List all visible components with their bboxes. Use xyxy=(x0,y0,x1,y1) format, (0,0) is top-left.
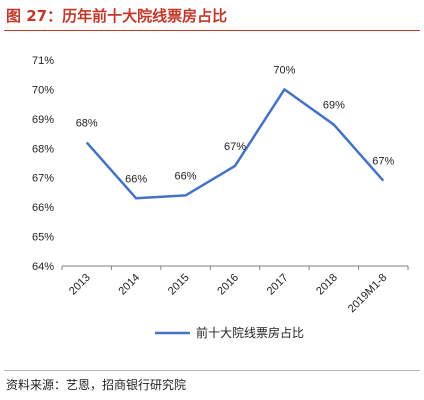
figure-title: 图 27：历年前十大院线票房占比 xyxy=(6,7,228,25)
data-label: 70% xyxy=(273,64,295,76)
source-note: 资料来源：艺恩，招商银行研究院 xyxy=(6,378,187,392)
plot-area: 68% 66% 66% 67% 70% 69% 67% xyxy=(76,64,395,200)
y-axis: 64% 65% 66% 67% 68% 69% 70% 71% xyxy=(32,55,54,273)
y-tick-label: 71% xyxy=(32,55,54,67)
line-chart: 64%65%66%67%68%69%70%71% 2013 2014 2015 201… xyxy=(32,55,409,340)
data-label: 66% xyxy=(125,173,147,185)
y-tick-label: 67% xyxy=(32,173,54,185)
x-tick-label: 2015 xyxy=(166,272,192,298)
x-tick-label: 2014 xyxy=(116,272,142,298)
x-tick-label: 2013 xyxy=(67,272,93,298)
y-tick-label: 68% xyxy=(32,143,54,155)
data-label: 67% xyxy=(372,156,394,168)
data-label: 68% xyxy=(76,117,98,129)
y-tick-label: 65% xyxy=(32,232,54,244)
y-tick-label: 66% xyxy=(32,202,54,214)
x-tick-label: 2016 xyxy=(215,272,241,298)
x-tick-label: 2017 xyxy=(265,272,291,298)
y-tick-label: 64% xyxy=(32,261,54,273)
data-label: 69% xyxy=(323,100,345,112)
data-label: 66% xyxy=(175,170,197,182)
legend-label: 前十大院线票房占比 xyxy=(196,325,304,340)
y-tick-label: 70% xyxy=(32,84,54,96)
legend: 前十大院线票房占比 xyxy=(155,325,304,340)
title-rule xyxy=(4,30,420,31)
data-label: 67% xyxy=(224,141,246,153)
x-tick-label: 2019M1-8 xyxy=(346,272,390,316)
x-axis: 2013 2014 2015 2016 2017 2018 2019M1-8 xyxy=(61,265,409,316)
series-line xyxy=(85,88,385,200)
x-tick-label: 2018 xyxy=(314,272,340,298)
y-tick-label: 69% xyxy=(32,114,54,126)
source-rule xyxy=(4,370,420,371)
